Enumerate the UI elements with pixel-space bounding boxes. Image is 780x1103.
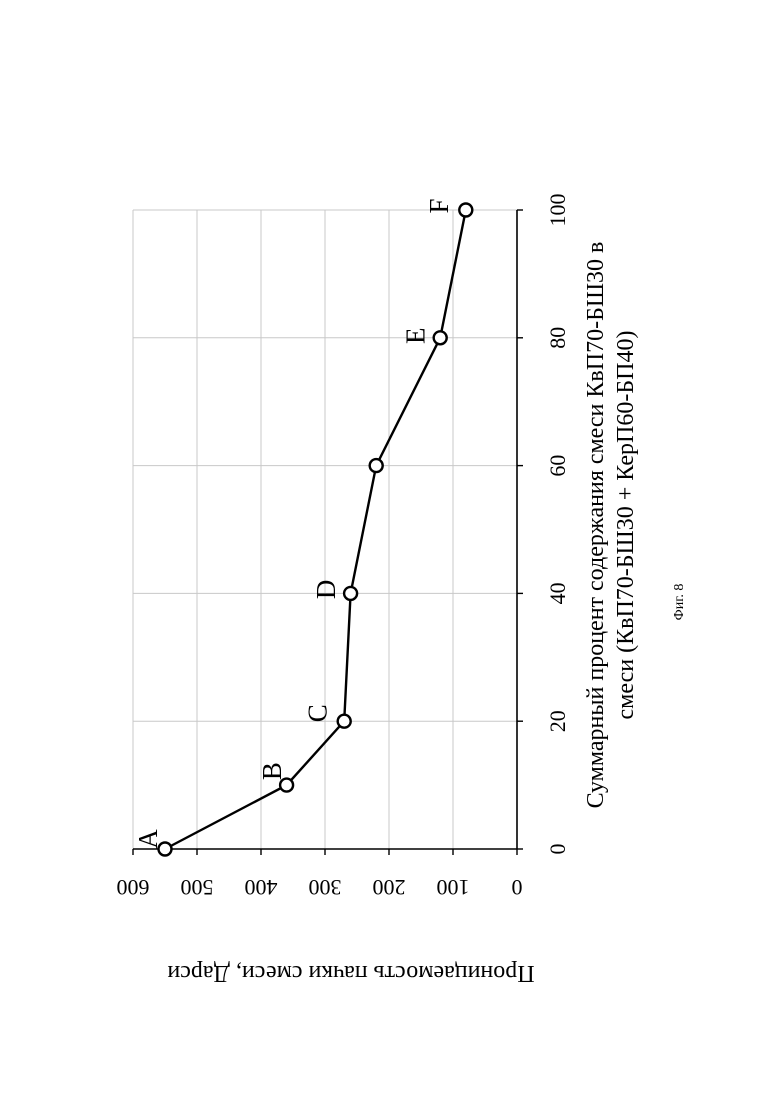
point-label-F: F xyxy=(424,198,454,213)
point-label-C: C xyxy=(302,704,332,722)
grid xyxy=(133,210,517,849)
y-tick-label-400: 400 xyxy=(245,875,278,900)
y-tick-label-300: 300 xyxy=(309,875,342,900)
data-point-6 xyxy=(459,204,472,217)
y-tick-label-100: 100 xyxy=(437,875,470,900)
x-tick-label-80: 80 xyxy=(545,327,570,349)
data-point-4 xyxy=(370,459,383,472)
y-axis-title: Проницаемость пачки смеси, Дарси xyxy=(167,960,534,986)
x-tick-label-20: 20 xyxy=(545,710,570,732)
axes: 0 100 200 300 400 500 600 0 20 40 60 80 100 xyxy=(117,194,571,900)
x-tick-label-40: 40 xyxy=(545,582,570,604)
figure-caption: Фиг. 8 xyxy=(672,584,687,621)
point-label-E: E xyxy=(400,328,430,345)
x-axis-title-line-2: смеси (КвП70-БШ30 + КерП60-БП40) xyxy=(613,331,639,720)
x-tick-label-0: 0 xyxy=(545,844,570,855)
labels: A B C D E F xyxy=(133,198,454,848)
series xyxy=(159,204,473,856)
x-axis-title-line-1: Суммарный процент содержания смеси КвП70… xyxy=(583,242,609,809)
data-point-2 xyxy=(338,715,351,728)
point-label-A: A xyxy=(133,829,163,849)
y-tick-label-200: 200 xyxy=(373,875,406,900)
y-tick-label-0: 0 xyxy=(512,875,523,900)
point-label-D: D xyxy=(311,580,341,600)
x-tick-label-60: 60 xyxy=(545,455,570,477)
data-point-5 xyxy=(434,331,447,344)
y-tick-label-600: 600 xyxy=(117,875,150,900)
series-line xyxy=(165,210,466,849)
point-label-B: B xyxy=(257,762,287,780)
data-point-3 xyxy=(344,587,357,600)
x-tick-label-100: 100 xyxy=(545,194,570,227)
y-tick-label-500: 500 xyxy=(181,875,214,900)
